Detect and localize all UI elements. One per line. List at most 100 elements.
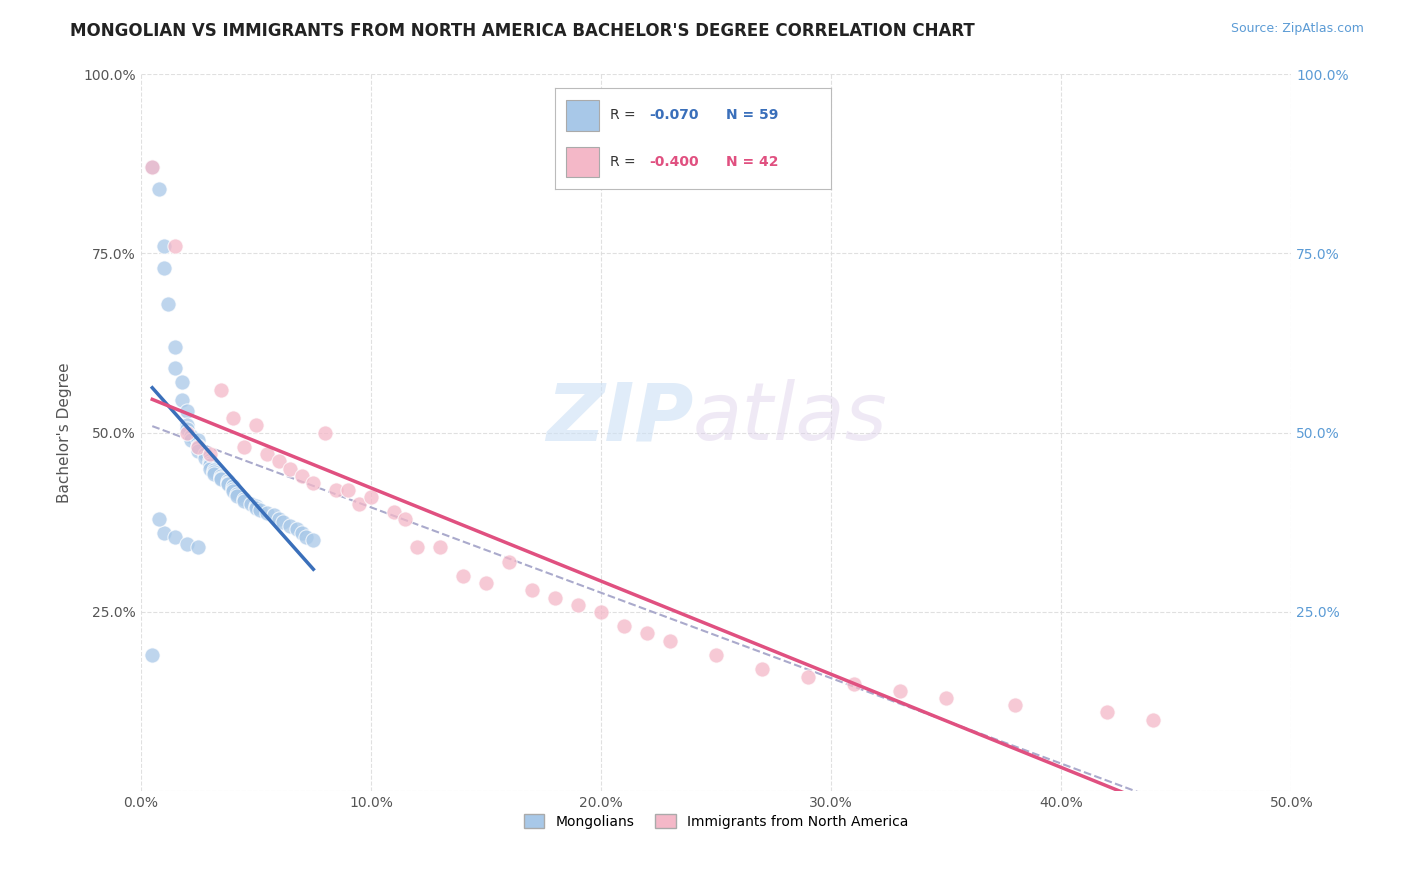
Point	[187, 433, 209, 447]
Point	[451, 569, 474, 583]
Point	[165, 361, 187, 376]
Point	[222, 479, 245, 493]
Point	[202, 465, 225, 479]
Point	[280, 519, 302, 533]
Point	[280, 461, 302, 475]
Point	[217, 475, 239, 489]
Point	[233, 493, 256, 508]
Point	[176, 418, 198, 433]
Point	[1004, 698, 1026, 713]
Point	[797, 669, 820, 683]
Point	[589, 605, 612, 619]
Point	[302, 475, 325, 490]
Point	[198, 458, 221, 472]
Point	[544, 591, 567, 605]
Point	[636, 626, 658, 640]
Point	[659, 633, 682, 648]
Point	[285, 523, 308, 537]
Point	[256, 506, 278, 520]
Point	[141, 161, 163, 175]
Point	[176, 422, 198, 436]
Point	[172, 393, 194, 408]
Point	[240, 497, 263, 511]
Legend: Mongolians, Immigrants from North America: Mongolians, Immigrants from North Americ…	[517, 809, 914, 835]
Point	[349, 497, 371, 511]
Point	[187, 443, 209, 458]
Point	[520, 583, 543, 598]
Point	[273, 516, 295, 530]
Point	[165, 530, 187, 544]
Point	[165, 239, 187, 253]
Point	[180, 433, 202, 447]
Point	[249, 503, 271, 517]
Point	[157, 296, 180, 310]
Text: ZIP: ZIP	[546, 379, 693, 458]
Point	[198, 461, 221, 475]
Point	[613, 619, 636, 633]
Point	[245, 499, 267, 513]
Point	[187, 541, 209, 555]
Point	[382, 504, 405, 518]
Point	[198, 447, 221, 461]
Point	[176, 425, 198, 440]
Point	[148, 512, 170, 526]
Point	[148, 182, 170, 196]
Point	[233, 491, 256, 506]
Y-axis label: Bachelor's Degree: Bachelor's Degree	[58, 362, 72, 503]
Point	[360, 490, 382, 504]
Point	[152, 239, 174, 253]
Point	[152, 260, 174, 275]
Point	[256, 447, 278, 461]
Point	[141, 161, 163, 175]
Point	[222, 484, 245, 499]
Point	[245, 500, 267, 515]
Point	[394, 512, 416, 526]
Point	[429, 541, 451, 555]
Point	[226, 486, 249, 500]
Point	[267, 512, 290, 526]
Point	[187, 442, 209, 456]
Point	[209, 471, 232, 485]
Point	[295, 530, 318, 544]
Point	[226, 489, 249, 503]
Point	[180, 429, 202, 443]
Point	[187, 438, 209, 452]
Point	[141, 648, 163, 662]
Point	[406, 541, 429, 555]
Point	[302, 533, 325, 548]
Point	[704, 648, 727, 662]
Text: Source: ZipAtlas.com: Source: ZipAtlas.com	[1230, 22, 1364, 36]
Point	[889, 683, 911, 698]
Point	[233, 440, 256, 454]
Point	[263, 508, 285, 522]
Point	[498, 555, 520, 569]
Point	[194, 447, 217, 461]
Point	[152, 526, 174, 541]
Point	[209, 472, 232, 486]
Point	[245, 418, 267, 433]
Point	[475, 576, 498, 591]
Point	[209, 383, 232, 397]
Point	[165, 340, 187, 354]
Point	[217, 477, 239, 491]
Point	[187, 440, 209, 454]
Point	[291, 526, 314, 541]
Point	[935, 691, 957, 706]
Point	[222, 482, 245, 496]
Point	[209, 468, 232, 483]
Text: atlas: atlas	[693, 379, 887, 458]
Point	[267, 454, 290, 468]
Point	[176, 537, 198, 551]
Point	[217, 475, 239, 490]
Point	[842, 676, 865, 690]
Point	[172, 376, 194, 390]
Point	[198, 453, 221, 467]
Point	[222, 411, 245, 425]
Point	[202, 467, 225, 482]
Point	[325, 483, 347, 497]
Point	[194, 450, 217, 465]
Point	[176, 404, 198, 418]
Point	[751, 662, 773, 676]
Point	[314, 425, 336, 440]
Point	[1142, 713, 1164, 727]
